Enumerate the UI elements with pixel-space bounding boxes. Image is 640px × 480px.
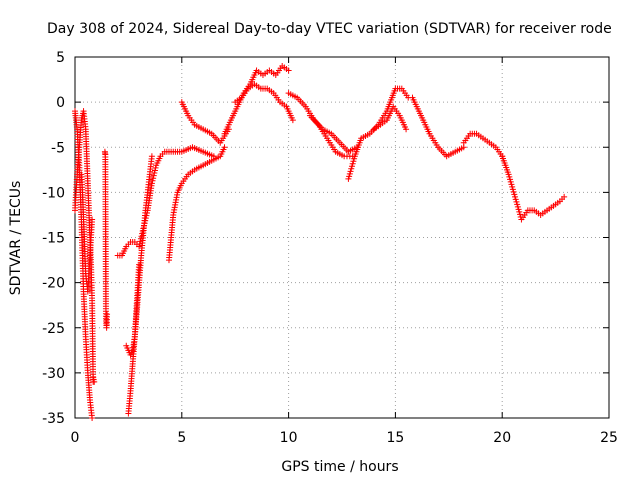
y-tick-label: 5: [56, 50, 65, 66]
series-bump-14to15: [371, 103, 410, 133]
y-tick-label: -15: [42, 231, 65, 247]
x-tick-label: 10: [280, 430, 298, 446]
data-point: [505, 171, 512, 178]
series-branch-5h: [178, 99, 232, 146]
data-point: [221, 144, 228, 151]
series-isolated-b: [90, 374, 98, 385]
grid-lines: [75, 57, 609, 418]
data-point: [152, 164, 159, 171]
data-point: [516, 208, 523, 215]
data-point: [289, 117, 296, 124]
data-point: [148, 180, 155, 187]
data-point: [89, 216, 96, 223]
series-rise-c: [123, 261, 143, 358]
x-axis: 0 5 10 15 20 25: [71, 57, 618, 446]
x-tick-label: 0: [71, 430, 80, 446]
y-tick-label: -35: [42, 411, 65, 427]
x-tick-label: 25: [600, 430, 618, 446]
data-point: [517, 211, 523, 218]
data-point: [151, 167, 158, 174]
data-point: [136, 261, 143, 268]
data-point: [351, 155, 358, 162]
series-rise-d: [165, 144, 228, 264]
data-point: [349, 160, 356, 167]
y-axis: -35 -30 -25 -20 -15 -10 -5 0 5: [42, 50, 609, 427]
data-point: [561, 193, 568, 200]
data-point: [91, 378, 98, 385]
data-points: [72, 63, 568, 421]
data-point: [511, 191, 518, 198]
series-early-drop-b: [72, 108, 97, 385]
data-point: [507, 178, 514, 185]
data-point: [512, 193, 519, 200]
data-point: [514, 203, 521, 210]
data-point: [514, 201, 521, 208]
data-point: [148, 153, 155, 160]
data-point: [507, 176, 514, 183]
x-tick-label: 15: [386, 430, 404, 446]
x-tick-label: 20: [493, 430, 511, 446]
data-point: [348, 165, 355, 172]
data-point: [506, 173, 513, 180]
y-tick-label: -5: [51, 140, 65, 156]
y-tick-label: -20: [42, 276, 65, 292]
y-tick-label: -25: [42, 321, 65, 337]
data-point: [347, 168, 354, 175]
series-early-drop-c: [78, 171, 96, 295]
data-point: [515, 206, 522, 213]
data-point: [403, 126, 410, 133]
y-tick-label: -30: [42, 366, 65, 382]
data-point: [285, 67, 292, 74]
data-point: [512, 196, 519, 203]
series-mid-10to13: [285, 90, 360, 155]
x-tick-label: 5: [177, 430, 186, 446]
data-point: [509, 183, 516, 190]
data-point: [509, 186, 516, 193]
data-point: [150, 175, 157, 182]
data-point: [346, 170, 353, 177]
data-point: [350, 158, 357, 165]
data-point: [345, 175, 352, 182]
series-hump-18to20: [460, 130, 506, 160]
series-tail-20to23: [499, 153, 568, 223]
series-bump-13to16: [345, 85, 412, 182]
data-point: [510, 188, 517, 195]
data-point: [149, 177, 156, 184]
data-point: [150, 172, 157, 179]
x-axis-label: GPS time / hours: [281, 459, 398, 475]
y-tick-label: -10: [42, 185, 65, 201]
series-isolated-a: [101, 148, 111, 331]
data-point: [151, 170, 158, 177]
y-axis-label: SDTVAR / TECUs: [8, 181, 24, 296]
data-point: [104, 311, 111, 318]
series-mid-11to13-lower: [306, 112, 356, 160]
chart-title: Day 308 of 2024, Sidereal Day-to-day VTE…: [47, 21, 612, 37]
series-fall-16to18: [409, 94, 467, 160]
data-point: [348, 163, 355, 170]
data-point: [346, 173, 353, 180]
series-rise-a: [114, 144, 217, 259]
data-point: [513, 198, 520, 205]
y-tick-label: 0: [56, 95, 65, 111]
data-point: [89, 415, 96, 421]
data-point: [508, 181, 515, 188]
series-main-8to10-lower: [232, 81, 296, 124]
